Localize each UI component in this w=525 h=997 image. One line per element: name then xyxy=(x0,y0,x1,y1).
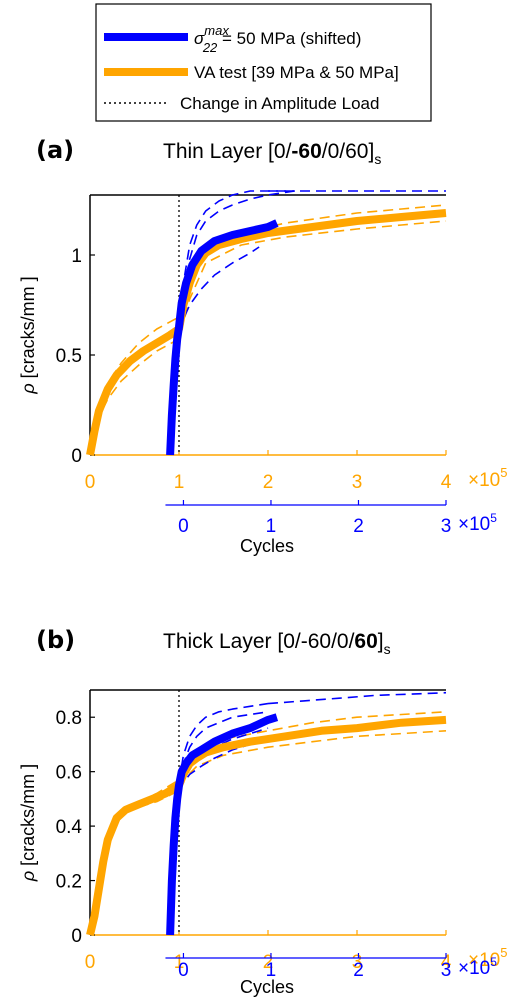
legend: σmax 22 = 50 MPa (shifted) VA test [39 MP… xyxy=(95,3,432,122)
series-line-blue xyxy=(166,219,279,456)
x-tick-label-orange: 2 xyxy=(263,952,274,973)
plot-area xyxy=(90,690,446,935)
y-tick-label: 0 xyxy=(71,926,82,947)
panel-label: (b) xyxy=(36,626,75,654)
panel-b: (b) Thick Layer [0/-60/0/60]s 0 0.2 0.4 0.6 0.… xyxy=(18,626,507,997)
title-part: s xyxy=(374,151,381,167)
y-tick-label: 1 xyxy=(71,246,82,267)
series-bound-line xyxy=(138,711,447,803)
x-tick-label-orange: 1 xyxy=(174,472,185,493)
y-tick-label: 0.4 xyxy=(56,817,83,838)
y-label-rho: ρ xyxy=(18,871,38,882)
x-tick-label-orange: 0 xyxy=(85,472,96,493)
y-tick-label: 0.2 xyxy=(56,872,82,893)
x-axis-label: Cycles xyxy=(240,536,294,556)
y-axis-label: ρ [cracks/mm ] xyxy=(18,764,38,882)
x-tick-label-blue: 3 xyxy=(441,960,452,981)
x-multiplier-exp-blue: 5 xyxy=(490,511,497,525)
plot-area xyxy=(90,195,446,455)
series-bound-line xyxy=(267,691,447,705)
series-bound-line xyxy=(178,702,269,783)
series-bound-line xyxy=(178,246,260,332)
chart-title: Thin Layer [0/-60/0/60]s xyxy=(163,140,381,167)
y-tick-label: 0 xyxy=(71,446,82,467)
x-tick-label-orange: 4 xyxy=(441,952,452,973)
x-tick-label-blue: 2 xyxy=(353,516,364,537)
y-axis-label: ρ [cracks/mm ] xyxy=(18,276,38,394)
x-tick-label-orange: 3 xyxy=(352,952,363,973)
legend-label-sim: σmax 22 = 50 MPa (shifted) xyxy=(194,23,361,55)
y-tick-label: 0.8 xyxy=(56,708,82,729)
title-part: -60 xyxy=(291,140,321,163)
panel-a: (a) Thin Layer [0/-60/0/60]s 0 0.5 1 ρ [crack… xyxy=(18,136,507,556)
legend-label-change: Change in Amplitude Load xyxy=(180,94,379,113)
title-part: Thin Layer [0/ xyxy=(163,140,292,163)
title-part: /0/60] xyxy=(322,140,375,163)
series-line-blue xyxy=(166,713,279,936)
x-multiplier-exp-blue: 5 xyxy=(490,955,497,969)
x-axis-label: Cycles xyxy=(240,977,294,997)
title-part: Thick Layer [0/-60/0/ xyxy=(163,630,355,653)
x-tick-label-orange: 3 xyxy=(352,472,363,493)
x-tick-label-orange: 0 xyxy=(85,952,96,973)
x-tick-label-orange: 2 xyxy=(263,472,274,493)
y-tick-label: 0.5 xyxy=(56,346,82,367)
x-multiplier-blue: ×105 xyxy=(458,511,497,535)
x-multiplier-blue: ×105 xyxy=(458,955,497,979)
legend-box xyxy=(95,3,432,122)
y-label-rho: ρ xyxy=(18,383,38,394)
y-tick-label: 0.6 xyxy=(56,763,82,784)
x-tick-label-blue: 0 xyxy=(178,516,189,537)
x-tick-label-blue: 2 xyxy=(353,960,364,981)
x-multiplier-exp-orange: 5 xyxy=(500,945,507,960)
x-tick-label-blue: 1 xyxy=(266,516,277,537)
panel-label: (a) xyxy=(36,136,74,164)
x-tick-label-orange: 4 xyxy=(441,472,452,493)
title-part: s xyxy=(384,641,391,657)
x-tick-label-blue: 3 xyxy=(441,516,452,537)
title-part: ] xyxy=(378,630,384,653)
chart-title: Thick Layer [0/-60/0/60]s xyxy=(163,630,391,657)
y-label-unit: [cracks/mm ] xyxy=(18,276,38,383)
title-part: 60 xyxy=(354,630,377,653)
y-label-unit: [cracks/mm ] xyxy=(18,764,38,871)
x-multiplier-orange: ×105 xyxy=(468,465,507,491)
x-tick-label-blue: 1 xyxy=(266,960,277,981)
x-tick-label-blue: 0 xyxy=(178,960,189,981)
x-tick-label-orange: 1 xyxy=(174,952,185,973)
x-multiplier-exp-orange: 5 xyxy=(500,465,507,480)
legend-label-va: VA test [39 MPa & 50 MPa] xyxy=(194,63,399,82)
